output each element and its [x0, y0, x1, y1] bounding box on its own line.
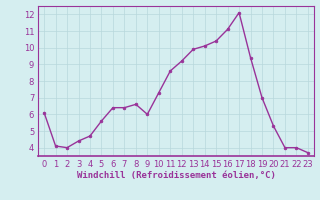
X-axis label: Windchill (Refroidissement éolien,°C): Windchill (Refroidissement éolien,°C) — [76, 171, 276, 180]
